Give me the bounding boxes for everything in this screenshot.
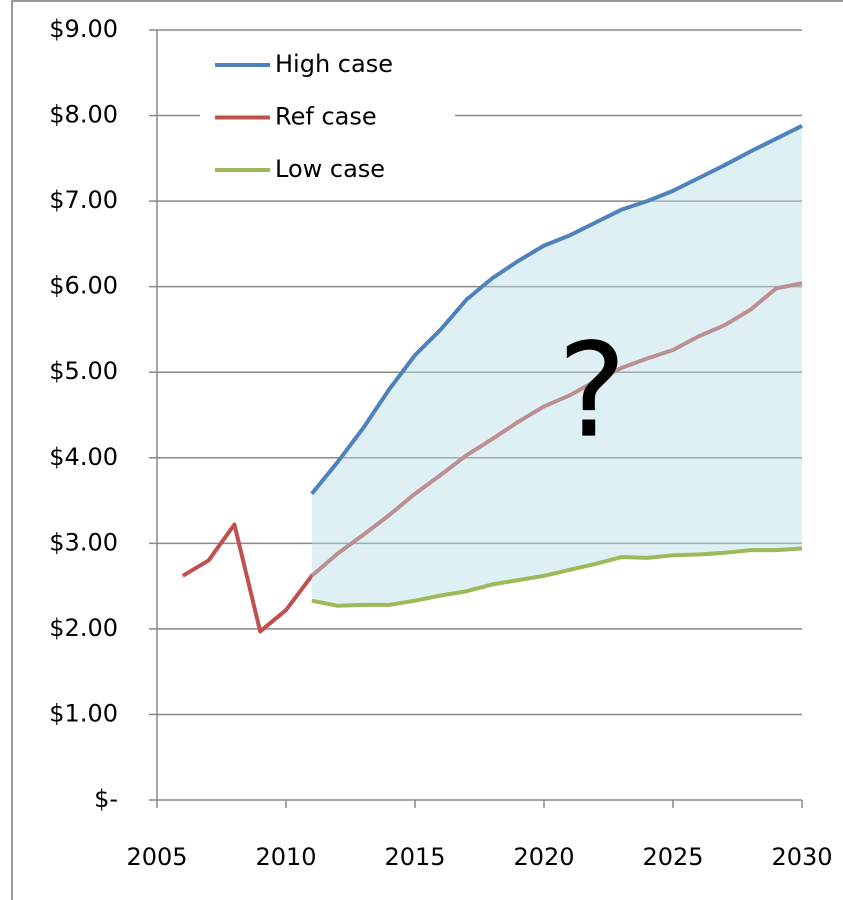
y-tick-label: $- [94, 785, 118, 813]
annotation: ? [558, 315, 627, 467]
x-tick-label: 2020 [513, 843, 574, 871]
y-tick-label: $2.00 [49, 614, 118, 642]
legend-label: Ref case [275, 103, 377, 131]
range-band [311, 125, 802, 606]
series-line [311, 546, 803, 608]
legend-label: High case [275, 50, 393, 78]
y-tick-label: $5.00 [49, 357, 118, 385]
y-tick-label: $1.00 [49, 699, 118, 727]
y-tick-label: $7.00 [49, 186, 118, 214]
y-tick-label: $3.00 [49, 528, 118, 556]
x-tick-label: 2015 [384, 843, 445, 871]
series-line [310, 124, 803, 495]
series-line [181, 281, 803, 634]
x-tick-label: 2030 [771, 843, 832, 871]
y-tick-label: $8.00 [49, 101, 118, 129]
y-tick-label: $6.00 [49, 272, 118, 300]
y-tick-label: $4.00 [49, 443, 118, 471]
x-tick-label: 2010 [255, 843, 316, 871]
x-tick-label: 2025 [642, 843, 703, 871]
x-tick-label: 2005 [126, 843, 187, 871]
y-tick-label: $9.00 [49, 15, 118, 43]
legend-label: Low case [275, 155, 385, 183]
